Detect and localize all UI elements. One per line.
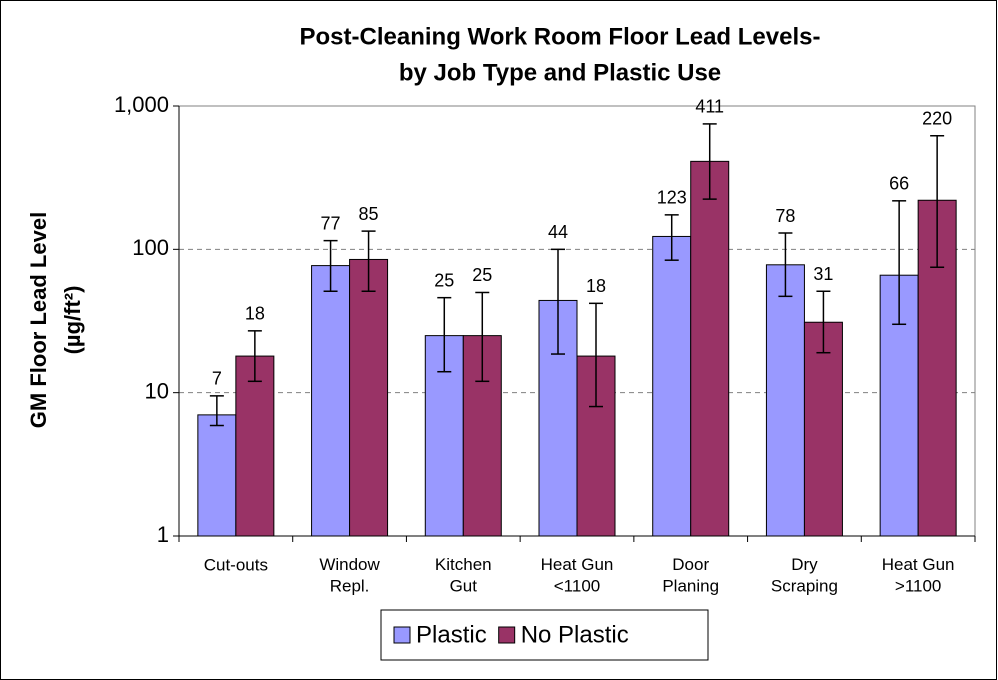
data-label: 18 xyxy=(586,276,606,296)
y-tick-label: 10 xyxy=(145,378,169,403)
bar xyxy=(652,235,692,537)
bar xyxy=(803,321,843,537)
bar xyxy=(690,160,730,537)
bar xyxy=(765,264,805,537)
y-tick-label: 1,000 xyxy=(114,92,169,117)
data-label: 78 xyxy=(775,206,795,226)
bar xyxy=(197,414,237,537)
data-label: 7 xyxy=(212,369,222,389)
data-label: 18 xyxy=(245,304,265,324)
y-axis-label: (µg/ft²) xyxy=(60,286,85,355)
legend-box xyxy=(380,609,709,661)
y-axis-label: GM Floor Lead Level xyxy=(26,212,51,428)
data-label: 77 xyxy=(321,213,341,233)
x-tick-label: Door Planing xyxy=(662,555,719,595)
legend-swatch xyxy=(498,626,516,644)
data-label: 25 xyxy=(434,270,454,290)
legend: Plastic No Plastic xyxy=(380,609,709,661)
y-tick-label: 1 xyxy=(157,522,169,547)
x-tick-label: Dry Scraping xyxy=(771,555,838,595)
legend-label: No Plastic xyxy=(521,621,629,648)
bar xyxy=(311,265,351,537)
data-label: 85 xyxy=(359,204,379,224)
x-tick-label: Kitchen Gut xyxy=(435,555,492,595)
legend-swatch xyxy=(393,626,411,644)
bar xyxy=(349,258,389,537)
x-tick-label: Heat Gun <1100 xyxy=(541,555,614,595)
x-tick-label: Heat Gun >1100 xyxy=(882,555,955,595)
x-tick-label: Window Repl. xyxy=(319,555,380,595)
legend-label: Plastic xyxy=(416,621,487,648)
data-label: 411 xyxy=(695,97,724,117)
data-label: 44 xyxy=(548,222,568,242)
bar xyxy=(235,355,275,537)
x-tick-label: Cut-outs xyxy=(204,555,268,574)
data-label: 66 xyxy=(889,174,909,194)
chart-title: Post-Cleaning Work Room Floor Lead Level… xyxy=(300,23,821,50)
data-label: 25 xyxy=(472,265,492,285)
data-label: 31 xyxy=(813,264,833,284)
data-label: 123 xyxy=(657,188,687,208)
y-tick-label: 100 xyxy=(132,235,169,260)
data-label: 220 xyxy=(922,109,952,129)
chart-title: by Job Type and Plastic Use xyxy=(399,59,721,86)
